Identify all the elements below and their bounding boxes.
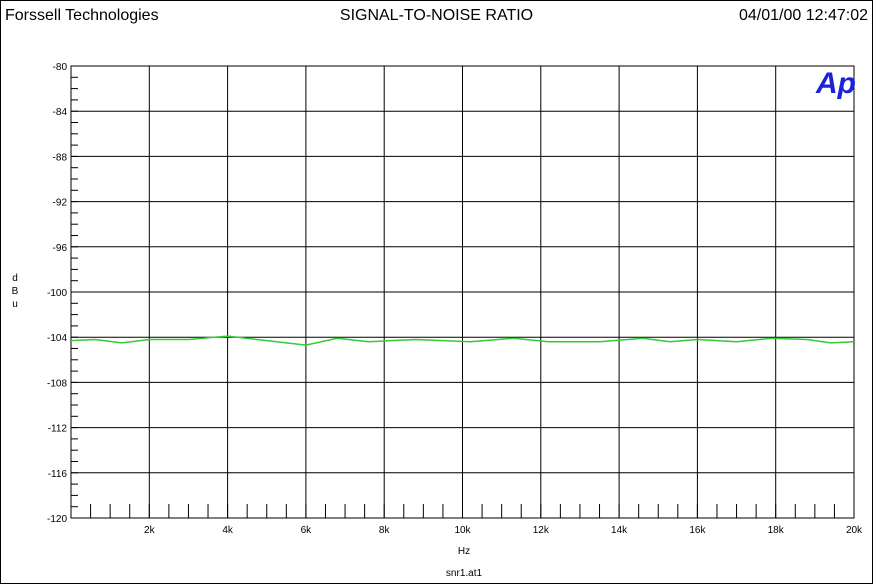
y-tick-label: -88	[53, 152, 68, 163]
x-tick-label: 16k	[689, 525, 706, 536]
company-name: Forssell Technologies	[5, 7, 159, 24]
x-tick-label: 2k	[144, 525, 156, 536]
ap-logo: Ap	[815, 67, 856, 100]
y-tick-label: -104	[47, 333, 67, 344]
y-tick-label: -116	[48, 469, 68, 480]
y-tick-label: -112	[48, 424, 68, 435]
x-tick-label: 4k	[222, 525, 234, 536]
chart-title: SIGNAL-TO-NOISE RATIO	[339, 7, 534, 24]
x-tick-label: 8k	[379, 525, 391, 536]
plot-border	[70, 65, 855, 519]
file-name: snr1.at1	[446, 568, 483, 579]
y-tick-label: -120	[47, 514, 67, 525]
series-line	[70, 335, 855, 346]
x-tick-label: 12k	[533, 525, 550, 536]
x-tick-label: 20k	[846, 525, 863, 536]
grid	[71, 65, 855, 519]
x-tick-label: 14k	[611, 525, 628, 536]
y-tick-label: -96	[53, 243, 68, 254]
x-tick-label: 10k	[454, 525, 471, 536]
series-layer	[70, 335, 855, 346]
x-tick-label: 18k	[768, 525, 785, 536]
y-tick-label: -80	[53, 62, 68, 73]
y-tick-labels: -80 -84 -88 -92 -96 -100 -104 -108 -112 -116 -120	[47, 62, 67, 525]
x-tick-label: 6k	[301, 525, 313, 536]
x-tick-labels: 2k 4k 6k 8k 10k 12k 14k 16k 18k 20k	[144, 525, 863, 536]
y-tick-label: -84	[53, 107, 68, 118]
y-tick-label: -100	[47, 288, 67, 299]
x-axis-label: Hz	[458, 546, 470, 557]
y-tick-label: -92	[53, 198, 68, 209]
minor-ticks	[71, 76, 835, 518]
timestamp: 04/01/00 12:47:02	[738, 7, 868, 24]
y-tick-label: -108	[47, 378, 67, 389]
